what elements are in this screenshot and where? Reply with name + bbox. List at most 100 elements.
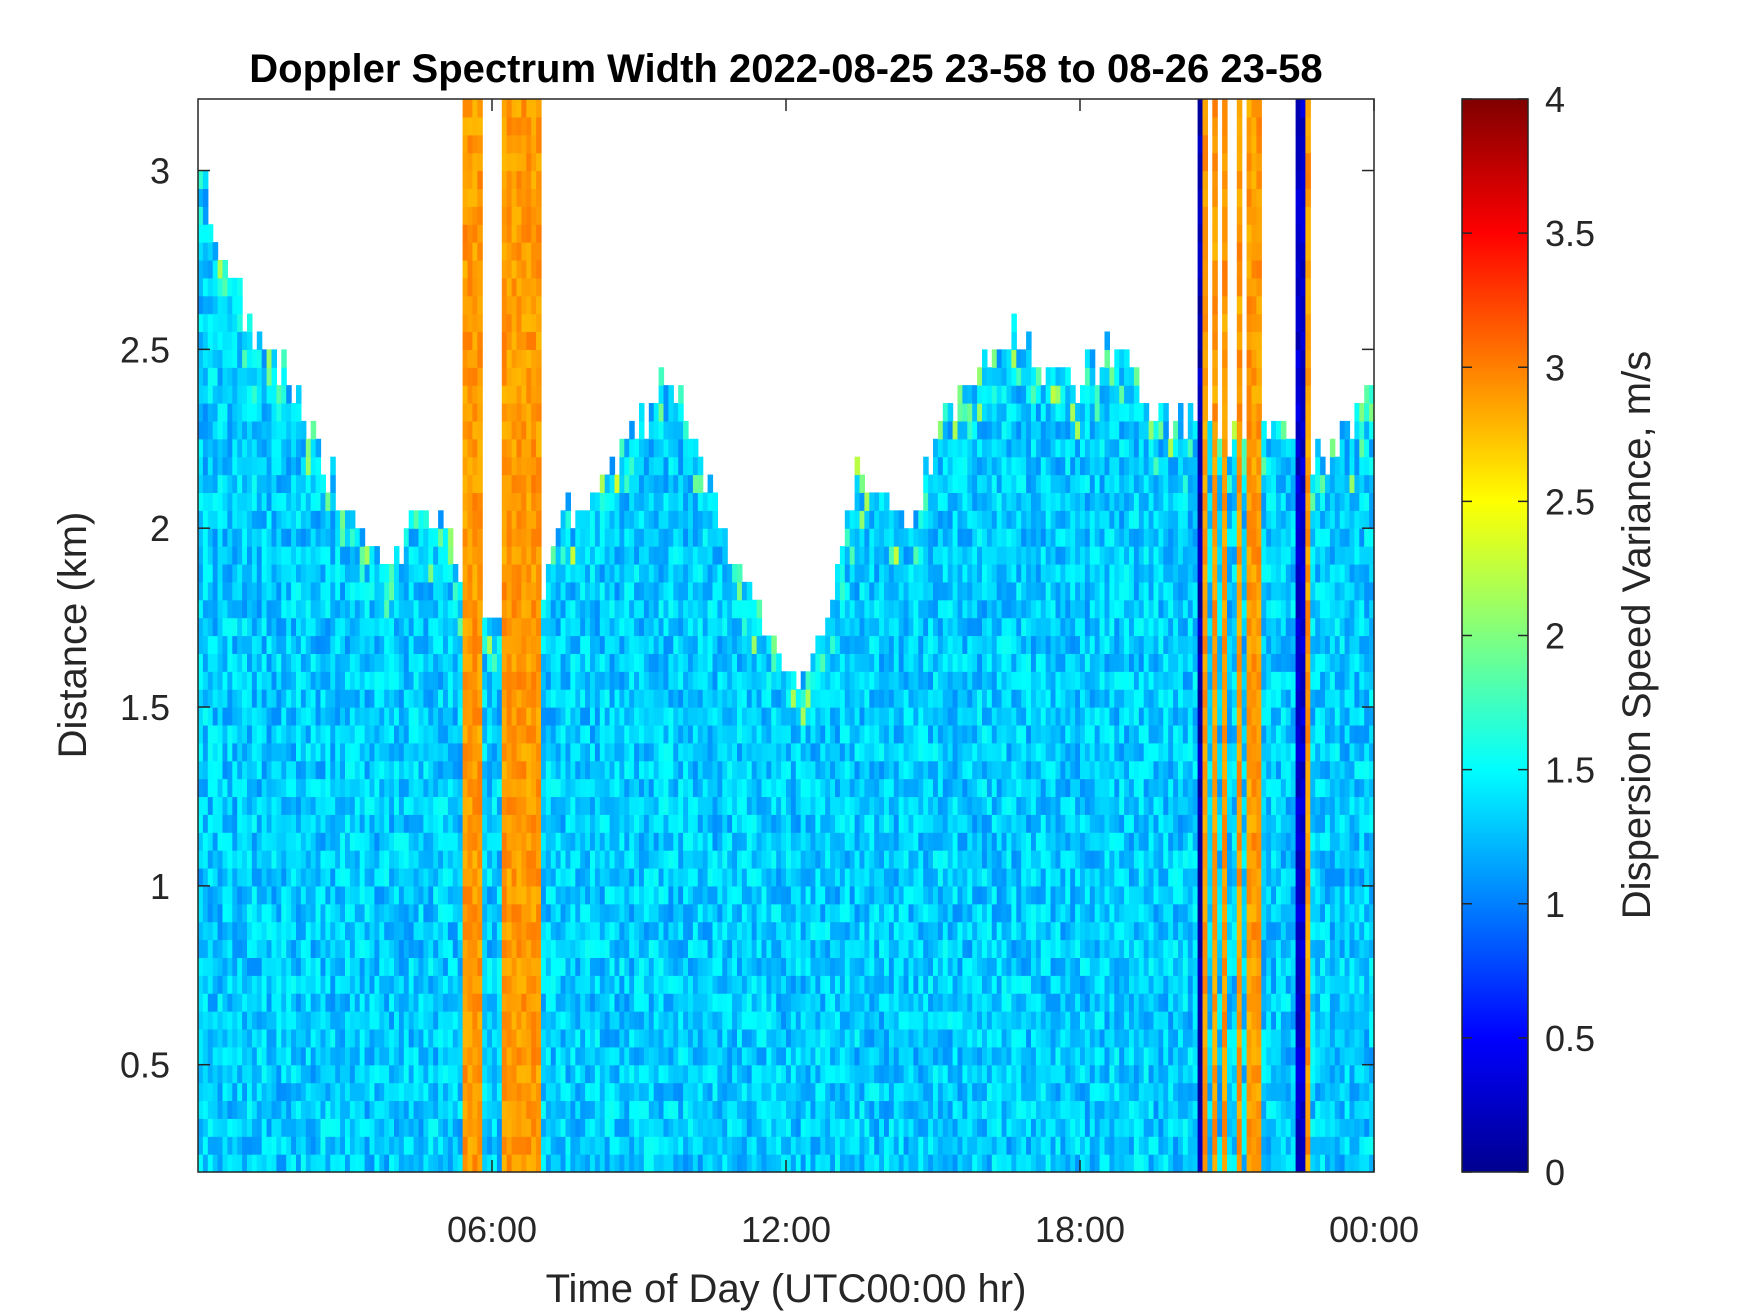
heatmap-cell — [590, 599, 596, 619]
heatmap-cell — [227, 420, 233, 440]
heatmap-cell — [639, 635, 645, 654]
heatmap-cell — [207, 850, 214, 869]
heatmap-cell — [300, 1118, 307, 1137]
heatmap-cell — [232, 331, 238, 350]
heatmap-cell — [487, 832, 493, 851]
heatmap-cell — [614, 1082, 620, 1102]
heatmap-cell — [756, 975, 763, 994]
heatmap-cell — [354, 796, 361, 815]
heatmap-cell — [394, 814, 400, 833]
heatmap-cell — [599, 975, 606, 994]
heatmap-cell — [678, 671, 684, 690]
heatmap-cell — [506, 778, 513, 798]
heatmap-cell — [207, 724, 214, 744]
heatmap-cell — [472, 152, 478, 172]
heatmap-cell — [629, 957, 635, 976]
heatmap-cell — [276, 546, 282, 565]
heatmap-cell — [374, 581, 380, 601]
heatmap-cell — [712, 707, 718, 726]
heatmap-cell — [712, 599, 718, 619]
heatmap-cell — [560, 546, 567, 565]
heatmap-cell — [286, 903, 292, 923]
heatmap-cell — [648, 707, 655, 726]
heatmap-cell — [452, 975, 459, 994]
heatmap-cell — [354, 653, 361, 672]
heatmap-cell — [609, 742, 616, 762]
heatmap-cell — [291, 1136, 297, 1155]
heatmap-cell — [217, 1082, 224, 1102]
heatmap-cell — [423, 921, 429, 941]
heatmap-cell — [678, 1082, 684, 1102]
heatmap-cell — [746, 581, 753, 601]
heatmap-cell — [438, 814, 444, 833]
heatmap-cell — [678, 1028, 684, 1048]
heatmap-cell — [403, 903, 410, 923]
heatmap-cell — [467, 99, 473, 118]
heatmap-cell — [276, 814, 282, 833]
heatmap-cell — [707, 492, 714, 511]
heatmap-cell — [457, 1064, 464, 1084]
heatmap-cell — [462, 867, 469, 887]
heatmap-cell — [227, 850, 233, 869]
heatmap-cell — [198, 349, 204, 368]
heatmap-cell — [212, 778, 219, 798]
heatmap-cell — [443, 617, 449, 637]
heatmap-cell — [766, 742, 772, 762]
heatmap-cell — [443, 885, 449, 905]
heatmap-cell — [506, 510, 513, 529]
heatmap-cell — [477, 206, 483, 225]
heatmap-cell — [286, 993, 292, 1012]
heatmap-cell — [501, 921, 508, 941]
heatmap-cell — [320, 742, 326, 762]
heatmap-cell — [487, 1064, 493, 1084]
heatmap-cell — [452, 814, 459, 833]
heatmap-cell — [761, 993, 767, 1012]
heatmap-cell — [526, 170, 532, 190]
heatmap-cell — [403, 546, 410, 565]
heatmap-cell — [300, 921, 307, 941]
heatmap-cell — [271, 993, 277, 1012]
heatmap-cell — [536, 224, 542, 243]
heatmap-cell — [379, 939, 385, 958]
heatmap-cell — [511, 671, 518, 690]
heatmap-cell — [428, 814, 434, 833]
heatmap-cell — [330, 1082, 336, 1102]
heatmap-cell — [580, 814, 586, 833]
heatmap-cell — [619, 492, 625, 511]
heatmap-cell — [501, 1118, 508, 1137]
heatmap-cell — [472, 492, 478, 511]
heatmap-cell — [668, 420, 674, 440]
heatmap-cell — [585, 599, 591, 619]
heatmap-cell — [766, 921, 772, 941]
heatmap-cell — [599, 957, 606, 976]
heatmap-cell — [251, 921, 258, 941]
heatmap-cell — [781, 814, 787, 833]
heatmap-cell — [398, 635, 405, 654]
heatmap-cell — [702, 814, 709, 833]
heatmap-cell — [585, 778, 591, 798]
heatmap-cell — [590, 1028, 596, 1048]
heatmap-cell — [256, 903, 263, 923]
heatmap-cell — [619, 1118, 625, 1137]
heatmap-cell — [398, 653, 405, 672]
heatmap-cell — [688, 993, 694, 1012]
heatmap-cell — [394, 1100, 400, 1119]
heatmap-cell — [702, 1064, 709, 1084]
heatmap-cell — [477, 975, 483, 994]
heatmap-cell — [492, 760, 498, 780]
heatmap-cell — [732, 957, 738, 976]
heatmap-cell — [281, 1046, 287, 1066]
heatmap-cell — [673, 850, 679, 869]
heatmap-cell — [756, 903, 763, 923]
heatmap-cell — [389, 1028, 395, 1048]
heatmap-cell — [668, 993, 674, 1012]
heatmap-cell — [315, 653, 322, 672]
heatmap-cell — [639, 456, 645, 476]
heatmap-cell — [707, 903, 714, 923]
heatmap-cell — [722, 832, 728, 851]
heatmap-cell — [766, 778, 772, 798]
heatmap-cell — [354, 742, 361, 762]
heatmap-cell — [629, 1028, 635, 1048]
heatmap-cell — [232, 975, 238, 994]
heatmap-cell — [653, 1100, 660, 1119]
